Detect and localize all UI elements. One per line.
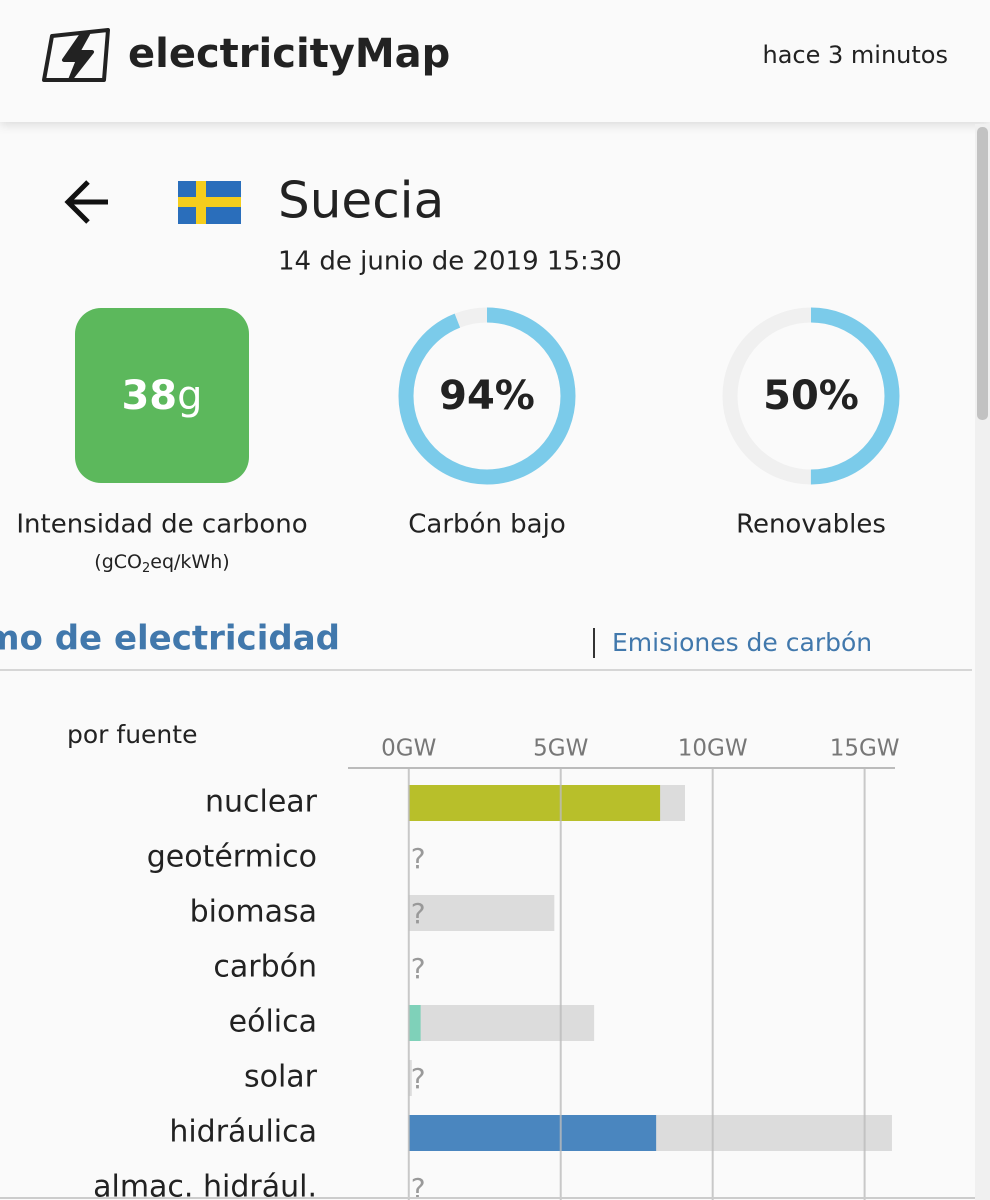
brand: electricityMap: [128, 31, 450, 77]
ring-arc: [398, 307, 576, 485]
ratio-value: 94%: [439, 373, 535, 419]
capacity-bar: [408, 1005, 595, 1041]
intensity-label: Intensidad de carbono: [16, 510, 307, 540]
missing-label: ?: [411, 1172, 426, 1200]
missing-label: ?: [411, 842, 426, 875]
missing-label: ?: [411, 897, 426, 930]
ratio-value: 50%: [763, 373, 859, 419]
capacity-bar: [408, 895, 555, 931]
production-bar: [408, 1115, 657, 1151]
production-bar: [408, 785, 661, 821]
missing-label: ?: [411, 1062, 426, 1095]
intensity-number: 38: [121, 373, 177, 419]
ratio-label: Carbón bajo: [408, 510, 566, 540]
x-tick-label: 15GW: [830, 736, 900, 762]
intensity-unit: g: [177, 373, 202, 419]
header-bar: [0, 0, 990, 122]
category-label: solar: [244, 1060, 318, 1095]
category-label: carbón: [213, 950, 317, 985]
ring-arc: [722, 307, 900, 485]
category-label: hidráulica: [169, 1115, 317, 1150]
unit-part: eq/kWh): [150, 551, 229, 573]
category-label: eólica: [229, 1005, 317, 1040]
x-tick-label: 10GW: [678, 736, 748, 762]
flag: [178, 181, 241, 224]
update-time: hace 3 minutos: [763, 41, 948, 69]
ratio-label: Renovables: [736, 510, 886, 540]
unit-part: (gCO: [94, 551, 142, 573]
zone-datetime: 14 de junio de 2019 15:30: [278, 247, 622, 277]
category-label: geotérmico: [147, 840, 317, 875]
back-button[interactable]: [64, 180, 108, 224]
chart-subtitle: por fuente: [67, 720, 197, 749]
category-label: nuclear: [205, 785, 318, 820]
missing-label: ?: [411, 952, 426, 985]
intensity-box[interactable]: [75, 308, 249, 483]
zone-name: Suecia: [278, 172, 444, 230]
production-bar: [408, 1005, 421, 1041]
tab-other[interactable]: Emisiones de carbón: [612, 628, 872, 657]
intensity-units: (gCO2eq/kWh): [94, 551, 229, 576]
intensity-value: 38g: [121, 373, 202, 419]
scrollbar-thumb[interactable]: [977, 127, 988, 420]
x-tick-label: 5GW: [533, 736, 588, 762]
category-label: almac. hidrául.: [93, 1170, 317, 1200]
unit-sub: 2: [142, 561, 150, 576]
capacity-bar: [408, 1060, 412, 1096]
x-tick-label: 0GW: [381, 736, 436, 762]
logo: [42, 28, 110, 82]
tab-active[interactable]: Consumo de electricidad: [0, 619, 340, 659]
category-label: biomasa: [190, 895, 317, 930]
